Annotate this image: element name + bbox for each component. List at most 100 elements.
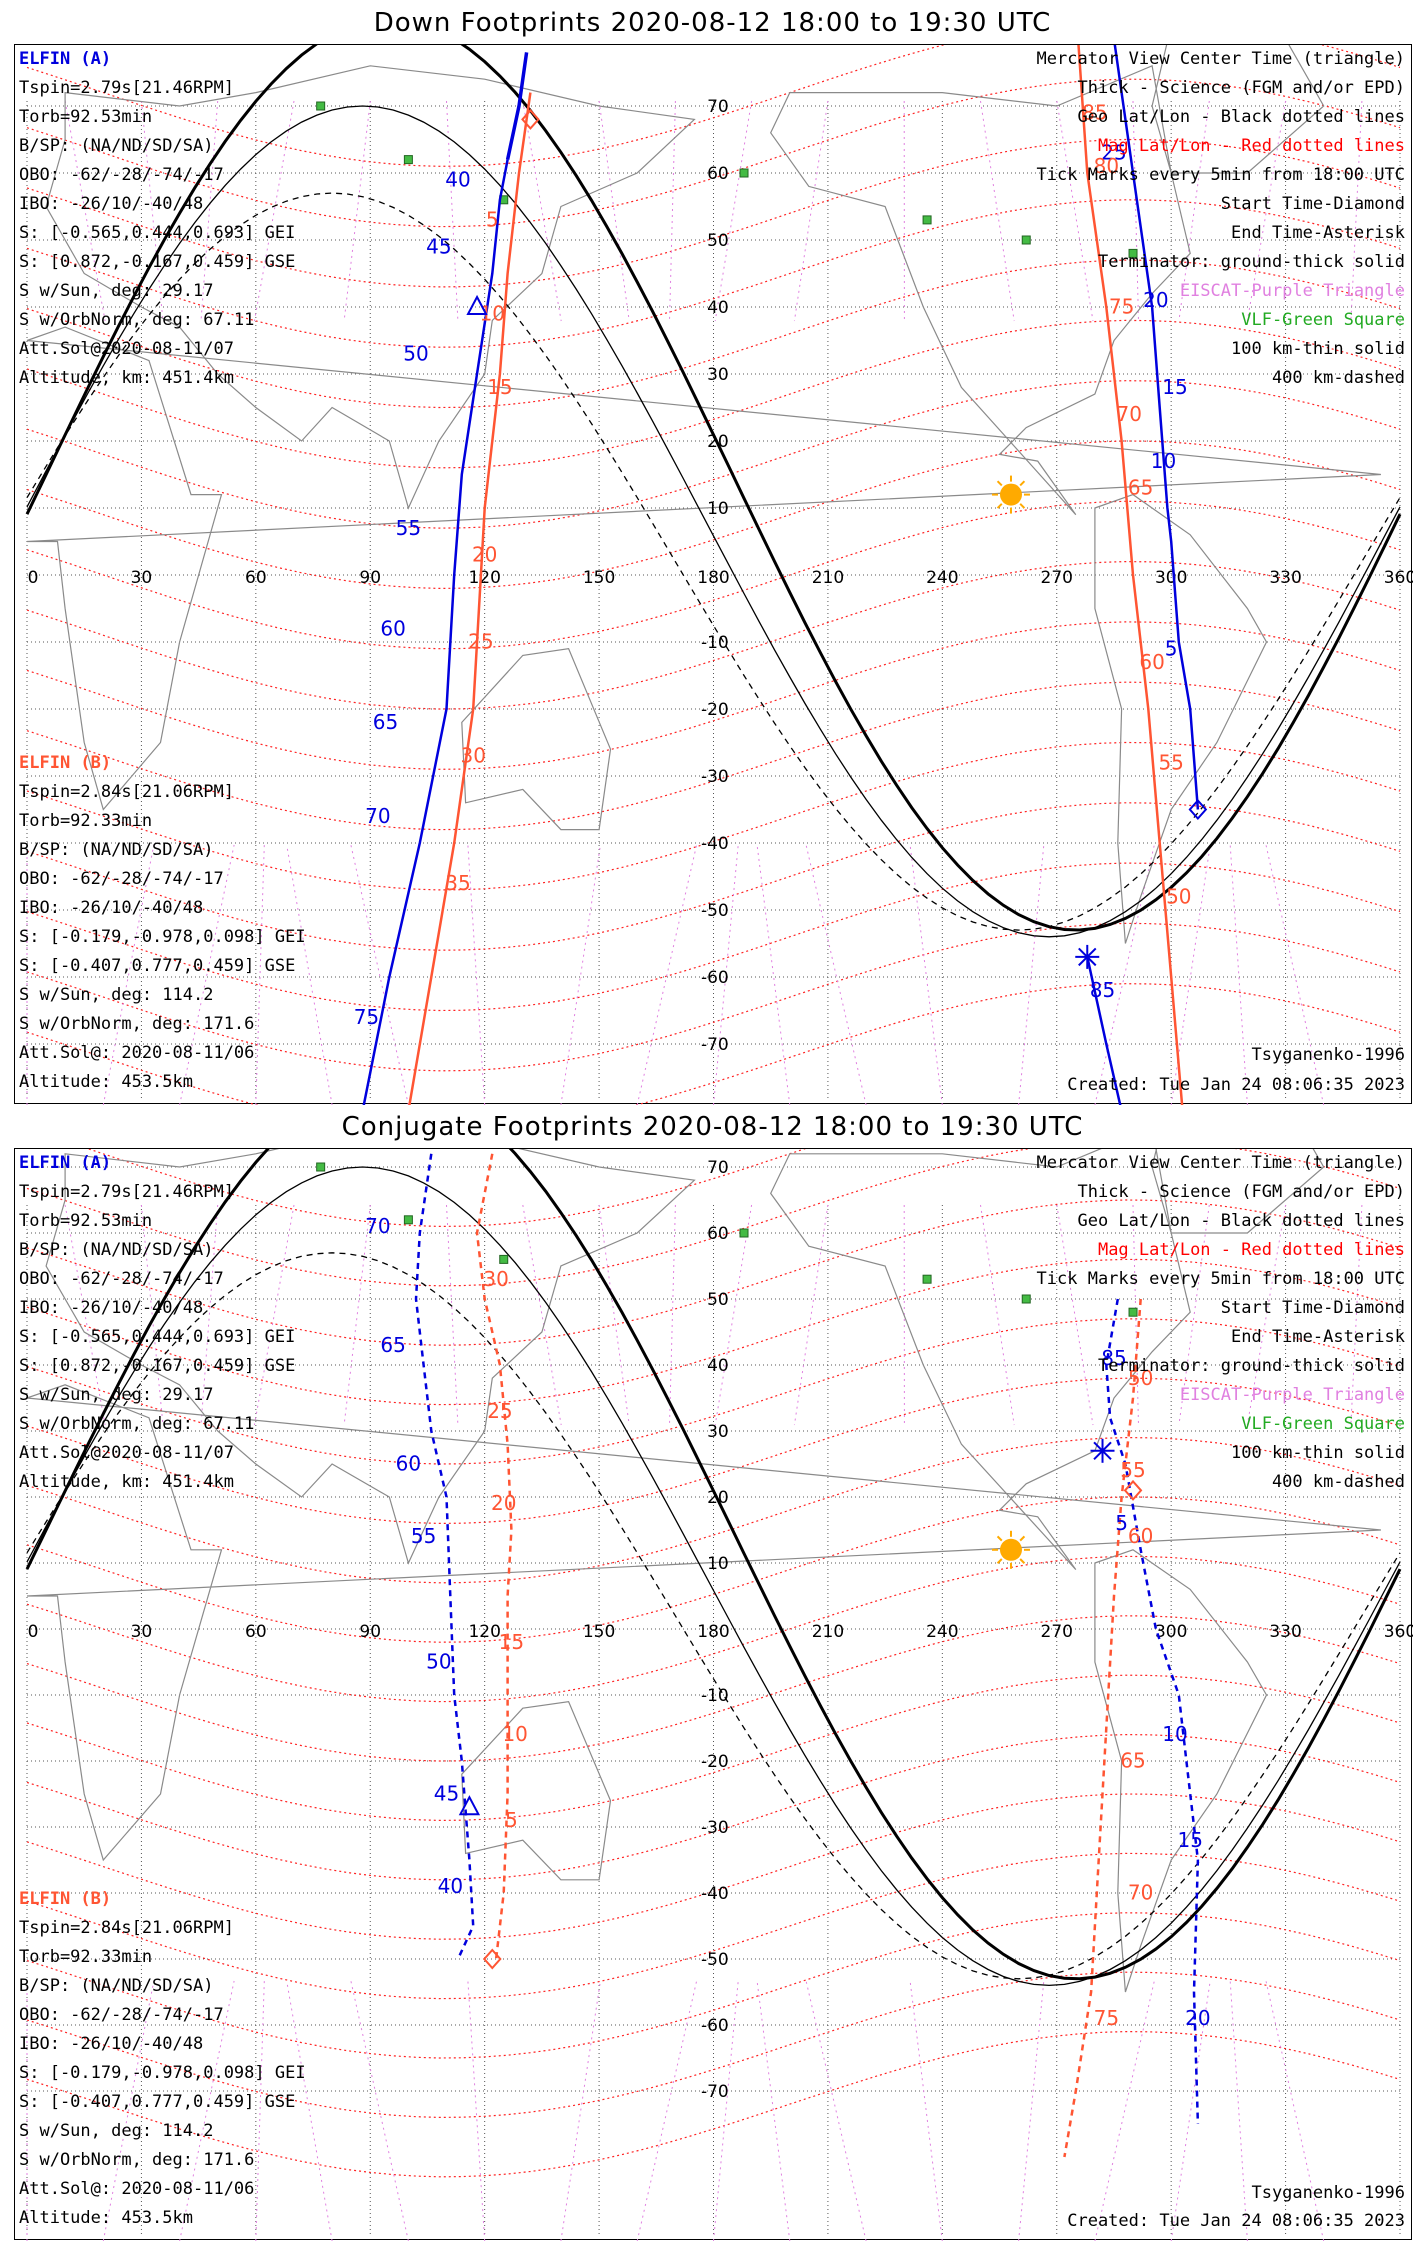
down-map-canvas: 0 30 60 90 120 150 180 210 240 270 300 330 360 70 60 50…: [25, 45, 1413, 1105]
mag-latitude-line: [26, 45, 1401, 167]
continent-outline: [461, 1700, 612, 1881]
legend-item: Terminator: ground-thick solid: [1097, 1356, 1405, 1376]
mag-meridian-line: [102, 1980, 155, 2241]
continent-outline: [461, 648, 612, 831]
elfin-b-line: S w/OrbNorm, deg: 171.6: [19, 2150, 255, 2170]
vlf-station-marker: [922, 1274, 932, 1284]
elfin-a-track: [1105, 1298, 1200, 2125]
lat-tick-label: 40: [707, 298, 729, 318]
elfin-a-line: Torb=92.53min: [19, 107, 153, 127]
elfin-a-track: [1113, 45, 1200, 810]
mag-latitude-line: [26, 1733, 1401, 1881]
elfin-a-line: Tspin=2.79s[21.46RPM]: [19, 1182, 234, 1202]
lon-tick-label: 0: [28, 1622, 39, 1642]
elfin-a-tick-label: 85: [1090, 978, 1115, 1002]
mag-meridian-line: [255, 1980, 265, 2241]
elfin-b-line: Att.Sol@: 2020-08-11/06: [19, 2179, 255, 2199]
legend-item: Start Time-Diamond: [1220, 1298, 1405, 1318]
mag-meridian-line: [446, 100, 459, 322]
start-time-diamond: [1188, 798, 1208, 821]
mag-latitude-line: [26, 862, 1401, 1012]
lon-tick-label: 180: [697, 1622, 729, 1642]
elfin-b-name: ELFIN (B): [19, 1889, 112, 1909]
mag-latitude-line: [26, 681, 1401, 831]
lat-tick-label: 30: [707, 1422, 729, 1442]
mag-meridian-line: [446, 1204, 459, 1426]
vlf-station-marker: [1128, 248, 1138, 258]
created-label: Created: Tue Jan 24 08:06:35 2023: [1067, 2211, 1405, 2231]
elfin-a-tick-label: 40: [438, 1874, 463, 1898]
elfin-a-tick-label: 55: [396, 516, 421, 540]
continent-outline: [26, 1384, 1381, 1862]
mag-meridian-line: [1018, 844, 1045, 1105]
mag-latitude-line: [26, 199, 1401, 348]
mag-meridian-line: [980, 1204, 1015, 1426]
legend-item: EISCAT-Purple Triangle: [1179, 1385, 1405, 1405]
lat-tick-label: 50: [707, 1290, 729, 1310]
mag-latitude-line: [26, 1199, 1401, 1346]
elfin-b-tick-label: 60: [1128, 1524, 1153, 1548]
elfin-a-tick-label: 65: [373, 710, 398, 734]
lat-tick-label: 10: [707, 1554, 729, 1574]
elfin-b-tick-label: 65: [1120, 1749, 1145, 1773]
mag-latitude-line: [26, 1615, 1401, 1762]
vlf-station-marker: [739, 1228, 749, 1238]
terminator-100km: [26, 1166, 1401, 1987]
elfin-a-track: [362, 159, 509, 1105]
elfin-b-line: Tspin=2.84s[21.06RPM]: [19, 782, 234, 802]
elfin-b-tick-label: 55: [1120, 1458, 1145, 1482]
elfin-a-tick-label: 5: [1115, 1511, 1128, 1535]
sun-ray: [1019, 1558, 1026, 1564]
mag-latitude-line: [26, 802, 1401, 951]
mag-latitude-line: [26, 500, 1401, 650]
continent-outline: [770, 64, 1191, 516]
legend-item: End Time-Asterisk: [1231, 223, 1405, 243]
elfin-a-line: Torb=92.53min: [19, 1211, 153, 1231]
lon-tick-label: 60: [245, 568, 267, 588]
mag-latitude-line: [26, 1852, 1401, 2000]
elfin-a-tick-label: 60: [380, 616, 405, 640]
elfin-a-tick-label: 15: [1178, 1828, 1203, 1852]
mag-meridian-line: [1229, 1980, 1248, 2241]
mag-meridian-line: [560, 844, 601, 1105]
mag-meridian-line: [714, 100, 753, 322]
mag-latitude-line: [26, 1436, 1401, 1584]
sun-ray: [1019, 1535, 1026, 1542]
mag-meridian-line: [1094, 1980, 1155, 2241]
end-time-asterisk: [1078, 947, 1097, 967]
legend-item: Mag Lat/Lon - Red dotted lines: [1097, 136, 1405, 156]
lat-tick-label: 70: [707, 97, 729, 117]
mag-meridian-line: [1229, 844, 1248, 1105]
lon-tick-label: 0: [28, 568, 39, 588]
legend-item: Geo Lat/Lon - Black dotted lines: [1077, 1211, 1405, 1231]
lon-tick-label: 240: [926, 1622, 958, 1642]
elfin-a-name: ELFIN (A): [19, 49, 112, 69]
mag-meridian-line: [909, 1980, 943, 2241]
mag-meridian-line: [1246, 1204, 1287, 1426]
lat-tick-label: -30: [701, 767, 729, 787]
down-map-frame: 0 30 60 90 120 150 180 210 240 270 300 330 360 70 60 50…: [14, 44, 1413, 1105]
mag-meridian-line: [1178, 100, 1210, 322]
legend-item: 100 km-thin solid: [1231, 1443, 1405, 1463]
mag-latitude-line: [26, 1496, 1401, 1643]
elfin-b-tick-label: 30: [460, 744, 485, 768]
elfin-b-line: S: [-0.179,-0.978,0.098] GEI: [19, 927, 306, 947]
mag-meridian-line: [140, 1204, 164, 1426]
lon-tick-label: 330: [1269, 1622, 1301, 1642]
mag-meridian-line: [200, 1204, 219, 1426]
mag-meridian-line: [1056, 1204, 1094, 1426]
elfin-a-tick-label: 25: [1101, 141, 1126, 165]
mag-meridian-line: [286, 1980, 333, 2241]
elfin-b-tick-label: 5: [486, 208, 499, 232]
elfin-a-line: S w/Sun, deg: 29.17: [19, 281, 214, 301]
elfin-b-line: S: [-0.407,0.777,0.459] GSE: [19, 2092, 296, 2112]
elfin-b-track: [1077, 45, 1184, 1105]
mag-latitude-line: [26, 138, 1401, 288]
mag-meridian-line: [1018, 1980, 1045, 2241]
sun-ray: [996, 480, 1003, 487]
elfin-a-tick-label: 45: [426, 234, 451, 258]
mag-meridian-line: [980, 100, 1015, 322]
continent-outline: [45, 65, 696, 510]
legend-item: Start Time-Diamond: [1220, 194, 1405, 214]
mag-meridian-line: [713, 844, 739, 1105]
